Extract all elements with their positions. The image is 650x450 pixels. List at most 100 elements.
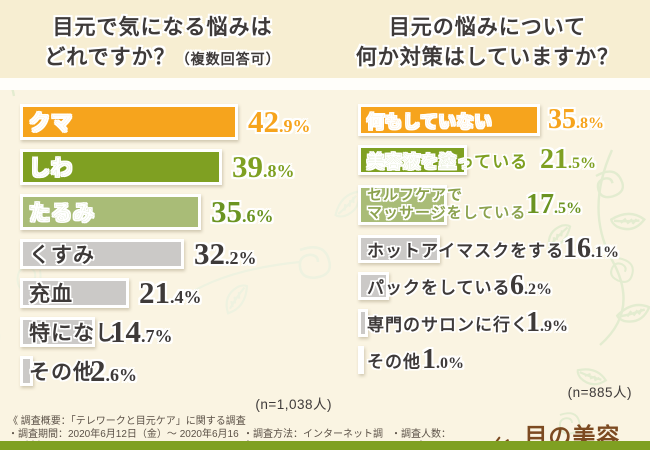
bar-row-美容液を塗っている: 美容液を塗っている美容液を塗っている 21.5% [358, 143, 632, 177]
percent-value: 42.9% [248, 104, 311, 140]
percent-integer: 32 [194, 236, 225, 271]
percent-integer: 35 [211, 194, 242, 229]
percent-value: 32.2% [194, 236, 257, 272]
bar [20, 317, 95, 347]
bar-row-何もしていない: 何もしていない 何もしていない 35.8% [358, 102, 632, 138]
bar-label-clip: クマ [20, 102, 238, 142]
bar-label: しわ [29, 157, 73, 180]
title-line-2: 何か対策はしていますか？ [325, 43, 650, 73]
percent-integer: 21 [540, 144, 568, 175]
bar [358, 346, 364, 374]
percent-decimal: .5% [554, 200, 582, 217]
bar-label: 美容液を塗っている [367, 152, 529, 172]
percent-integer: 1 [422, 344, 436, 375]
header: 目元で気になる悩みは どれですか？（複数回答可） 目元の悩みについて 何か対策は… [0, 0, 650, 78]
sample-size-left: (n=1,038人) [255, 397, 332, 412]
percent-decimal: .0% [436, 355, 464, 372]
chart-eye-concerns: クマ クマ 42.9% しわ しわ 39.8% たるみ たるみ 35.6% くすみ 32.2% 充血 2… [20, 102, 332, 413]
bar [20, 149, 222, 185]
chart-title-right: 目元の悩みについて 何か対策はしていますか？ [325, 0, 650, 78]
bar [358, 309, 368, 337]
bar [20, 104, 238, 140]
title-line-1: 目元の悩みについて [388, 16, 587, 39]
title-text: 何か対策はしていますか？ [355, 45, 620, 69]
percent-decimal: .2% [524, 281, 552, 298]
bar-row-たるみ: たるみ たるみ 35.6% [20, 192, 332, 232]
bar-label: しわ [29, 157, 73, 180]
chart-title-left: 目元で気になる悩みは どれですか？（複数回答可） [0, 0, 325, 78]
percent-integer: 14 [110, 314, 141, 349]
percent-value: 17.5% [526, 189, 582, 221]
percent-integer: 2 [90, 353, 106, 388]
title-suffix: （複数回答可） [175, 50, 281, 67]
percent-decimal: .7% [141, 326, 173, 346]
bar-row-充血: 充血 21.4% [20, 275, 332, 311]
bar-label: たるみ [29, 202, 95, 225]
title-line-2: どれですか？（複数回答可） [0, 43, 325, 73]
percent-integer: 6 [510, 270, 524, 301]
bar-row-しわ: しわ しわ 39.8% [20, 147, 332, 187]
bar-label: パックをしている [367, 278, 511, 298]
survey-overview: 《 調査概要：「テレワークと目元ケア」に関する調査 [8, 416, 246, 427]
bar [358, 145, 467, 175]
bar-row-セルフケアで: セルフケアで マッサージをしている 17.5% [358, 182, 632, 228]
percent-value: 39.8% [232, 149, 295, 185]
bar [358, 235, 440, 263]
bar-row-その他: その他 2.6% [20, 353, 332, 389]
bar-label: その他 [29, 361, 95, 384]
percent-value: 21.4% [139, 275, 202, 311]
bar-label: ホットアイマスクをする [367, 241, 565, 261]
title-text: どれですか？ [44, 45, 176, 69]
bar-row-専門のサロンに行く: 専門のサロンに行く 1.9% [358, 307, 632, 339]
bar-label-clip: しわ [20, 147, 222, 187]
bar-label-clip: 何もしていない [358, 102, 540, 138]
percent-value: 2.6% [90, 353, 137, 389]
percent-decimal: .2% [225, 248, 257, 268]
bar-label: 専門のサロンに行く [367, 315, 529, 335]
percent-value: 35.8% [548, 104, 604, 136]
bar-label-clip: たるみ [20, 192, 201, 232]
bar [20, 356, 33, 386]
bar-label: クマ [29, 112, 73, 135]
percent-integer: 16 [563, 233, 591, 264]
percent-integer: 21 [139, 275, 170, 310]
bar [358, 272, 389, 300]
sample-size-right: (n=885人) [567, 385, 632, 400]
charts-area: クマ クマ 42.9% しわ しわ 39.8% たるみ たるみ 35.6% くすみ 32.2% 充血 2… [0, 90, 650, 413]
bar-row-ホットアイマスクをする: ホットアイマスクをする 16.1% [358, 233, 632, 265]
percent-integer: 35 [548, 104, 576, 135]
chart-countermeasures: 何もしていない何もしていない35.8%美容液を塗っている美容液を塗っている21.… [358, 102, 632, 413]
percent-value: 35.6% [211, 194, 274, 230]
percent-decimal: .6% [105, 365, 138, 385]
bar-label: たるみ [29, 202, 95, 225]
bar-label: クマ [29, 112, 73, 135]
bar-label-clip: 美容液を塗っている [358, 143, 467, 177]
percent-value: 6.2% [510, 270, 552, 302]
bar-label: その他 [367, 352, 421, 372]
percent-decimal: .5% [568, 155, 596, 172]
bar-label: 何もしていない [367, 112, 493, 132]
bar-label: 特になし [29, 322, 117, 345]
bar-label: くすみ [29, 244, 95, 267]
percent-value: 21.5% [540, 144, 596, 176]
percent-integer: 39 [232, 149, 263, 184]
percent-value: 1.9% [526, 307, 568, 339]
percent-decimal: .6% [242, 206, 274, 226]
bar-row-クマ: クマ クマ 42.9% [20, 102, 332, 142]
bar-row-くすみ: くすみ 32.2% [20, 236, 332, 272]
percent-value: 16.1% [563, 233, 619, 265]
bar-rows: 何もしていない何もしていない35.8%美容液を塗っている美容液を塗っている21.… [358, 102, 632, 376]
percent-decimal: .1% [591, 244, 619, 261]
bar-row-その他: その他 1.0% [358, 344, 632, 376]
bar [20, 194, 201, 230]
bar-label: 充血 [29, 283, 73, 306]
percent-decimal: .4% [170, 287, 202, 307]
percent-decimal: .8% [263, 161, 295, 181]
bar [358, 104, 540, 136]
percent-decimal: .8% [576, 115, 604, 132]
bar [20, 278, 129, 308]
bar-label: セルフケアで マッサージをしている [367, 186, 527, 222]
bottom-accent-bar [0, 441, 650, 450]
bar [20, 239, 184, 269]
